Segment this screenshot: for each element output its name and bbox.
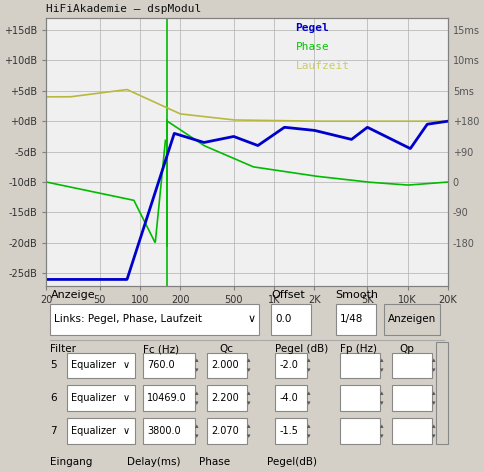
Text: ▾: ▾ [195, 368, 198, 373]
Text: Pegel(dB): Pegel(dB) [267, 457, 318, 467]
Text: -4.0: -4.0 [279, 393, 298, 403]
Text: ▾: ▾ [432, 400, 436, 406]
Text: -2.0: -2.0 [279, 361, 298, 371]
Text: ▴: ▴ [380, 357, 383, 363]
Text: Laufzeit: Laufzeit [295, 60, 349, 71]
FancyBboxPatch shape [275, 353, 307, 378]
FancyBboxPatch shape [66, 386, 135, 411]
FancyBboxPatch shape [335, 303, 376, 335]
Text: ∨: ∨ [123, 393, 130, 403]
Text: ▴: ▴ [432, 390, 436, 396]
Text: 6: 6 [50, 393, 57, 403]
Text: ▴: ▴ [247, 423, 251, 429]
Text: Phase: Phase [295, 42, 329, 52]
Text: 1/48: 1/48 [340, 314, 363, 324]
Text: ▾: ▾ [380, 400, 383, 406]
Text: Pegel: Pegel [295, 23, 329, 33]
FancyBboxPatch shape [66, 418, 135, 444]
Text: ▾: ▾ [247, 368, 251, 373]
FancyBboxPatch shape [340, 353, 380, 378]
Text: ▾: ▾ [307, 400, 311, 406]
Text: ∨: ∨ [123, 426, 130, 436]
Text: HiFiAkademie – dspModul: HiFiAkademie – dspModul [46, 4, 202, 14]
Text: ▾: ▾ [247, 400, 251, 406]
Text: Anzeige: Anzeige [50, 290, 95, 300]
Text: ▾: ▾ [380, 368, 383, 373]
Text: Offset: Offset [272, 290, 305, 300]
Text: ▾: ▾ [307, 368, 311, 373]
Text: Equalizer: Equalizer [71, 361, 116, 371]
FancyBboxPatch shape [272, 303, 311, 335]
Text: ▾: ▾ [432, 433, 436, 439]
Text: ▾: ▾ [432, 368, 436, 373]
FancyBboxPatch shape [436, 342, 448, 444]
Text: Phase: Phase [199, 457, 230, 467]
FancyBboxPatch shape [50, 303, 259, 335]
Text: 2.200: 2.200 [211, 393, 239, 403]
Text: ▴: ▴ [195, 423, 198, 429]
FancyBboxPatch shape [275, 386, 307, 411]
Text: 3800.0: 3800.0 [147, 426, 181, 436]
Text: Equalizer: Equalizer [71, 393, 116, 403]
Text: 760.0: 760.0 [147, 361, 174, 371]
Text: Fp (Hz): Fp (Hz) [340, 344, 377, 354]
FancyBboxPatch shape [392, 353, 432, 378]
Text: ▴: ▴ [247, 357, 251, 363]
Text: 0.0: 0.0 [275, 314, 292, 324]
Text: Fc (Hz): Fc (Hz) [143, 344, 179, 354]
FancyBboxPatch shape [384, 303, 440, 335]
Text: 5: 5 [50, 361, 57, 371]
FancyBboxPatch shape [66, 353, 135, 378]
FancyBboxPatch shape [340, 418, 380, 444]
Text: ▴: ▴ [195, 390, 198, 396]
Text: ▴: ▴ [380, 423, 383, 429]
Text: ▴: ▴ [307, 423, 311, 429]
Text: 10469.0: 10469.0 [147, 393, 186, 403]
Text: Anzeigen: Anzeigen [388, 314, 436, 324]
Text: ▴: ▴ [432, 423, 436, 429]
Text: ▴: ▴ [380, 390, 383, 396]
Text: Smooth: Smooth [335, 290, 378, 300]
Text: ▴: ▴ [307, 357, 311, 363]
FancyBboxPatch shape [207, 386, 247, 411]
FancyBboxPatch shape [143, 386, 195, 411]
Text: Equalizer: Equalizer [71, 426, 116, 436]
Text: 2.000: 2.000 [211, 361, 239, 371]
Text: Delay(ms): Delay(ms) [127, 457, 180, 467]
FancyBboxPatch shape [143, 418, 195, 444]
Text: ▾: ▾ [195, 400, 198, 406]
Text: Filter: Filter [50, 344, 76, 354]
Text: Qc: Qc [219, 344, 233, 354]
FancyBboxPatch shape [207, 418, 247, 444]
FancyBboxPatch shape [143, 353, 195, 378]
Text: ▴: ▴ [432, 357, 436, 363]
Text: ▴: ▴ [247, 390, 251, 396]
Text: 2.070: 2.070 [211, 426, 239, 436]
FancyBboxPatch shape [392, 386, 432, 411]
Text: ▾: ▾ [380, 433, 383, 439]
Text: Qp: Qp [400, 344, 415, 354]
FancyBboxPatch shape [340, 386, 380, 411]
Text: 7: 7 [50, 426, 57, 436]
Text: ∨: ∨ [247, 314, 256, 324]
Text: Links: Pegel, Phase, Laufzeit: Links: Pegel, Phase, Laufzeit [55, 314, 202, 324]
Text: ▾: ▾ [247, 433, 251, 439]
Text: -1.5: -1.5 [279, 426, 298, 436]
FancyBboxPatch shape [207, 353, 247, 378]
Text: Eingang: Eingang [50, 457, 93, 467]
Text: ▾: ▾ [307, 433, 311, 439]
Text: Pegel (dB): Pegel (dB) [275, 344, 329, 354]
Text: ▴: ▴ [307, 390, 311, 396]
FancyBboxPatch shape [275, 418, 307, 444]
Text: ▴: ▴ [195, 357, 198, 363]
Text: ∨: ∨ [123, 361, 130, 371]
Text: ▾: ▾ [195, 433, 198, 439]
FancyBboxPatch shape [392, 418, 432, 444]
